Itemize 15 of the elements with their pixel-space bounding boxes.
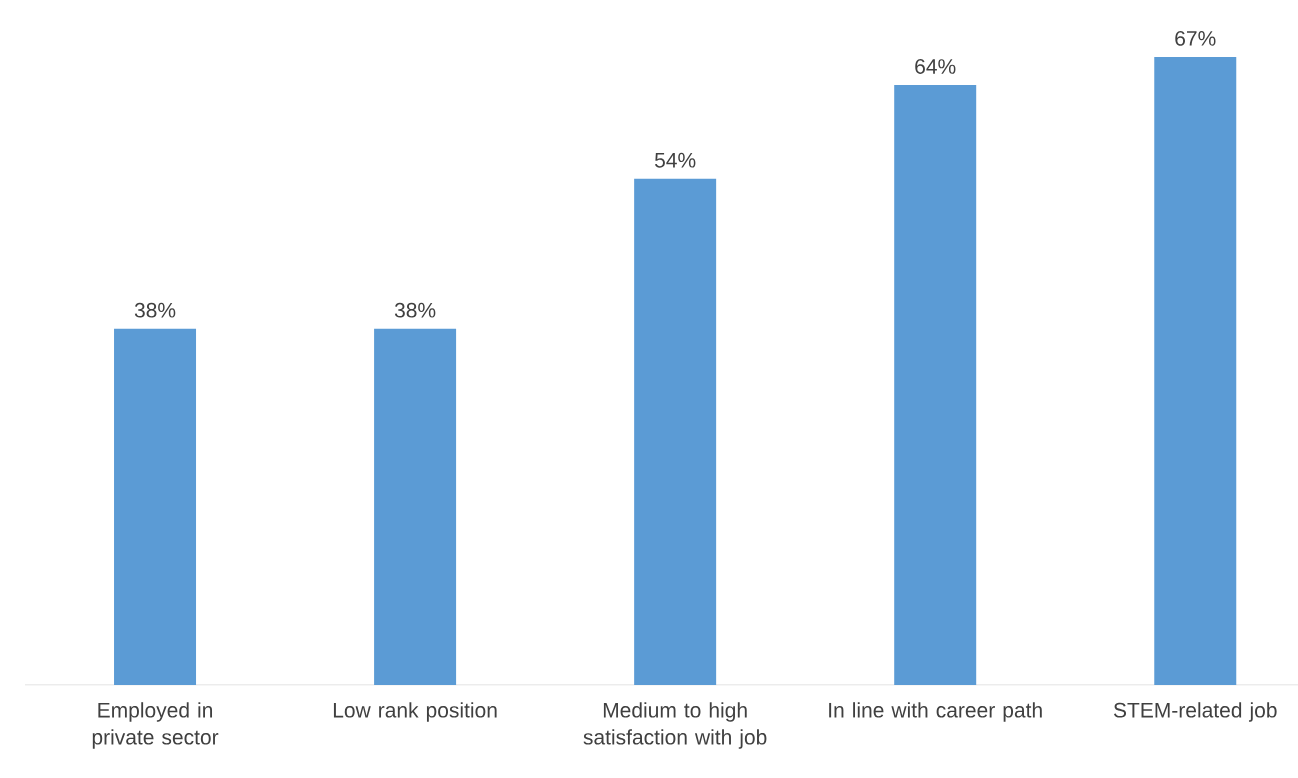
bar: [894, 85, 977, 685]
data-label: 38%: [394, 302, 436, 318]
bar: [1154, 57, 1237, 685]
data-label: 54%: [654, 152, 696, 168]
x-tick-label: Medium to high satisfaction with job: [583, 702, 767, 749]
bar: [114, 328, 197, 685]
bar: [374, 328, 457, 685]
x-tick-label: In line with career path: [829, 702, 1042, 722]
data-label: 67%: [1175, 30, 1216, 46]
x-tick-label: STEM-related job: [1113, 702, 1277, 722]
data-label: 64%: [915, 59, 956, 74]
x-tick-label: Low rank position: [333, 702, 497, 722]
x-tick-label: Employed in private sector: [92, 702, 219, 749]
data-label: 38%: [134, 302, 176, 318]
bar: [634, 178, 717, 685]
